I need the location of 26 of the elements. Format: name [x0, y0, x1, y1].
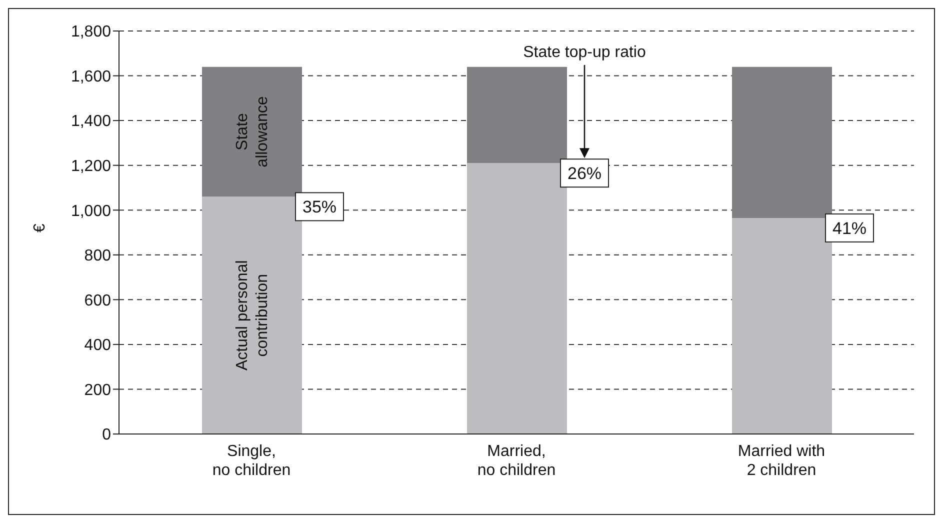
annotation: 26%	[567, 164, 602, 184]
y-tick-label: 600	[84, 292, 112, 310]
bar	[732, 218, 832, 434]
x-tick-label: Married with 2 children	[738, 443, 826, 479]
y-tick-label: 200	[84, 382, 112, 399]
y-tick-label: 1,800	[70, 24, 112, 41]
bar	[202, 196, 302, 434]
x-tick-label: Single, no children	[212, 443, 291, 479]
series-label: State allowance	[234, 96, 271, 168]
y-tick-label: 1,200	[70, 158, 112, 176]
bar	[467, 163, 567, 434]
bar	[202, 66, 302, 197]
y-tick-label: 800	[84, 248, 112, 265]
x-tick-label: Married, no children	[477, 443, 556, 479]
y-tick-label: 1,400	[70, 113, 112, 130]
annotation: State top-up ratio	[523, 44, 646, 61]
y-tick-label: 1,600	[70, 68, 112, 86]
bar	[467, 66, 567, 164]
y-axis-title: €	[32, 224, 49, 232]
annotation: 35%	[302, 198, 337, 217]
y-tick-label: 0	[102, 426, 112, 444]
y-tick-label: 1,000	[70, 202, 112, 220]
series-label: Actual personal contribution	[234, 260, 271, 370]
annotation: 41%	[832, 218, 867, 238]
y-tick-label: 400	[84, 337, 112, 354]
bar	[732, 66, 832, 218]
